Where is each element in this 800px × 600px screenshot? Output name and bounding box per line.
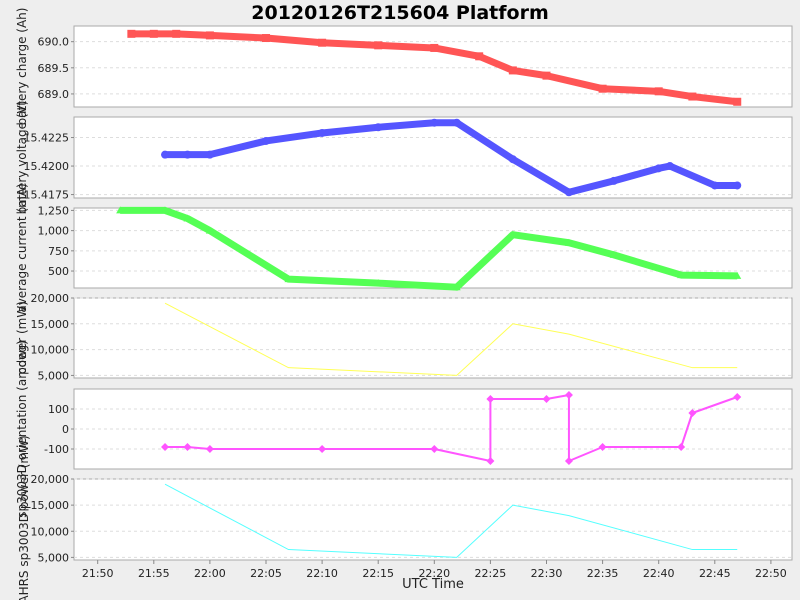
x-tick-label: 22:15 xyxy=(362,567,394,580)
y-tick-label: 689.0 xyxy=(38,88,70,101)
y-tick-label: 1,250 xyxy=(38,204,70,217)
plot-panel-4: 20,000 15,000 10,000 5,000 power (mW) xyxy=(15,292,793,382)
x-tick-label: 22:25 xyxy=(475,567,507,580)
y-tick-label: 1,000 xyxy=(38,225,70,238)
plot-panel-1: 690.0 689.5 689.0 battery charge (Ah) xyxy=(15,8,793,126)
y-axis-label: sp3003D orientation (arcdeg) xyxy=(15,340,29,518)
y-tick-label: 5,000 xyxy=(38,551,70,564)
y-axis-label: battery charge (Ah) xyxy=(15,8,29,126)
y-axis-label: average current (mA) xyxy=(15,183,29,312)
x-tick-label: 21:50 xyxy=(82,567,114,580)
plot-panel-5: 100 0 -100 sp3003D orientation (arcdeg) xyxy=(15,340,793,518)
x-tick-label: 22:45 xyxy=(699,567,731,580)
y-tick-label: 5,000 xyxy=(38,369,70,382)
x-tick-label: 21:55 xyxy=(138,567,170,580)
y-tick-label: 20,000 xyxy=(31,292,70,305)
chart-title: 20120126T215604 Platform xyxy=(251,2,549,24)
y-axis-label: AHRS sp3003D power (mW) xyxy=(17,435,31,600)
y-tick-label: 750 xyxy=(48,245,69,258)
y-tick-label: 100 xyxy=(48,403,69,416)
x-axis-label: UTC Time xyxy=(402,577,464,592)
y-tick-label: 0 xyxy=(62,423,69,436)
plot-panel-6: 20,000 15,000 10,000 5,000 AHRS sp3003D powe… xyxy=(17,435,793,600)
x-tick-label: 22:40 xyxy=(643,567,675,580)
y-tick-label: 15.4225 xyxy=(24,132,70,145)
y-tick-label: 15,000 xyxy=(31,318,70,331)
x-tick-label: 22:00 xyxy=(194,567,226,580)
y-axis-label: battery voltage (V) xyxy=(15,101,29,215)
y-tick-label: 10,000 xyxy=(31,525,70,538)
y-tick-label: 689.5 xyxy=(38,62,70,75)
x-tick-label: 22:30 xyxy=(531,567,563,580)
y-tick-label: 15.4200 xyxy=(24,160,70,173)
plot-panel-3: 1,250 1,000 750 500 average current (mA) xyxy=(15,183,793,313)
y-tick-label: -100 xyxy=(44,443,69,456)
x-tick-label: 22:35 xyxy=(587,567,619,580)
x-tick-label: 22:20 xyxy=(418,567,450,580)
y-tick-label: 15.4175 xyxy=(24,189,70,202)
x-tick-label: 22:10 xyxy=(306,567,338,580)
y-tick-label: 15,000 xyxy=(31,499,70,512)
x-tick-label: 22:05 xyxy=(250,567,282,580)
y-tick-label: 500 xyxy=(48,265,69,278)
y-axis-label: power (mW) xyxy=(15,301,29,375)
y-tick-label: 20,000 xyxy=(31,473,70,486)
y-tick-label: 10,000 xyxy=(31,344,70,357)
x-tick-label: 22:50 xyxy=(755,567,787,580)
y-tick-label: 690.0 xyxy=(38,36,70,49)
